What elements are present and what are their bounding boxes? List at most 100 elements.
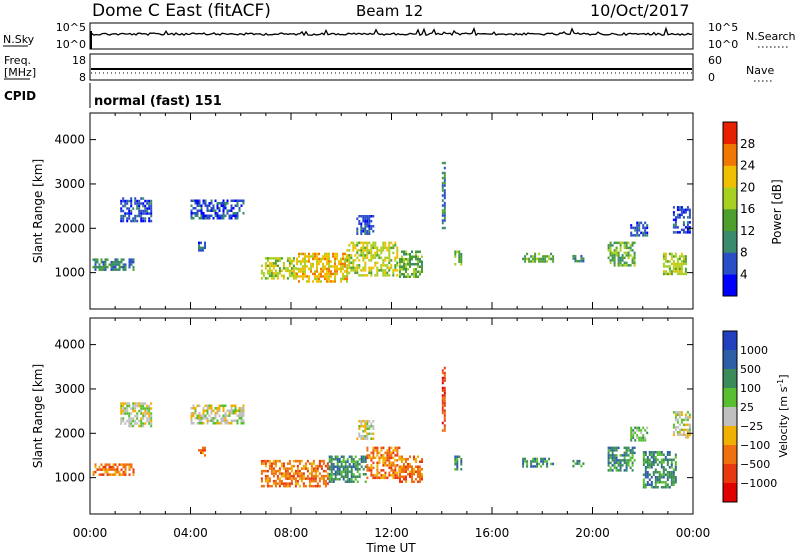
velocity-cell <box>688 426 691 429</box>
velocity-cell <box>106 473 109 476</box>
power-cell <box>132 265 135 269</box>
power-cell <box>630 224 633 227</box>
velocity-cell <box>308 479 311 483</box>
power-cell <box>276 277 279 280</box>
velocity-cell <box>240 419 243 422</box>
velocity-cell <box>346 465 349 468</box>
power-cell <box>266 277 269 280</box>
velocity-cell <box>443 396 446 400</box>
velocity-cell <box>264 462 267 465</box>
velocity-cell <box>348 465 351 468</box>
power-cell <box>364 266 367 270</box>
power-cell <box>298 275 300 278</box>
power-cell <box>316 260 318 263</box>
power-cell <box>134 197 137 200</box>
velocity-cell <box>354 465 357 468</box>
power-cell <box>130 219 133 223</box>
velocity-cell <box>376 446 379 450</box>
power-cell <box>613 254 616 257</box>
power-cell <box>382 264 385 267</box>
power-cell <box>316 257 318 261</box>
velocity-cell <box>222 417 225 420</box>
power-cell <box>668 270 671 273</box>
velocity-cell <box>642 434 645 437</box>
velocity-cell <box>128 414 131 418</box>
velocity-cell <box>234 419 237 422</box>
power-cell <box>228 209 231 212</box>
power-cell <box>384 274 387 277</box>
velocity-cell <box>366 435 369 438</box>
velocity-cell <box>340 460 343 463</box>
power-cell <box>574 259 577 263</box>
power-cell <box>441 211 444 215</box>
velocity-cell <box>380 469 383 472</box>
power-cell <box>417 265 419 268</box>
velocity-cell <box>290 479 293 483</box>
power-cell <box>460 258 463 261</box>
power-cell <box>306 255 308 258</box>
velocity-cell <box>544 457 547 461</box>
power-cell <box>124 214 127 218</box>
velocity-region <box>630 426 649 442</box>
power-cell <box>619 259 622 262</box>
velocity-cell <box>206 422 209 425</box>
velocity-cell <box>674 481 677 484</box>
power-cell <box>354 269 357 272</box>
power-cell <box>238 209 241 212</box>
velocity-cell <box>372 437 375 440</box>
power-cell <box>678 270 681 273</box>
velocity-cell <box>384 456 387 460</box>
power-cell <box>100 265 103 269</box>
power-cell <box>532 257 535 261</box>
velocity-cell <box>540 457 543 461</box>
power-cell <box>672 270 675 273</box>
power-cell <box>310 265 312 268</box>
velocity-cell <box>128 463 131 466</box>
power-cell <box>316 252 318 256</box>
velocity-cell <box>538 462 541 466</box>
power-cell <box>312 272 314 276</box>
power-cell <box>674 226 677 229</box>
power-colorbar-segment <box>723 209 737 232</box>
power-cell <box>286 267 289 270</box>
power-cell <box>609 261 612 265</box>
velocity-cell <box>294 472 297 475</box>
power-cell <box>634 229 637 232</box>
velocity-cell <box>670 461 673 464</box>
power-region <box>346 241 399 277</box>
velocity-cell <box>206 417 209 420</box>
velocity-cell <box>196 422 199 425</box>
power-cell <box>613 264 616 267</box>
velocity-cell <box>411 478 413 481</box>
power-cell <box>676 206 679 209</box>
power-cell <box>122 265 125 269</box>
velocity-cell <box>326 474 329 478</box>
velocity-region <box>356 420 375 440</box>
power-cell <box>142 212 145 215</box>
velocity-cell <box>668 473 671 476</box>
power-cell <box>664 252 667 256</box>
power-cell <box>534 257 537 261</box>
velocity-cell <box>236 409 239 412</box>
power-cell <box>314 277 316 281</box>
velocity-cell <box>526 465 529 468</box>
power-cell <box>198 202 201 205</box>
power-region <box>260 257 297 280</box>
velocity-cell <box>340 465 343 468</box>
power-cell <box>409 255 411 258</box>
velocity-cell <box>623 454 626 457</box>
velocity-cell <box>316 467 319 470</box>
velocity-cell <box>441 389 444 392</box>
power-cell <box>617 256 620 260</box>
power-cell <box>334 275 336 278</box>
velocity-cell <box>264 479 267 483</box>
power-region <box>522 252 555 263</box>
velocity-cell <box>372 474 375 477</box>
power-cell <box>100 268 103 271</box>
power-cell <box>358 254 361 257</box>
power-cell <box>454 253 457 256</box>
velocity-cell <box>656 463 659 466</box>
power-cell <box>198 241 200 245</box>
power-cell <box>672 231 675 234</box>
